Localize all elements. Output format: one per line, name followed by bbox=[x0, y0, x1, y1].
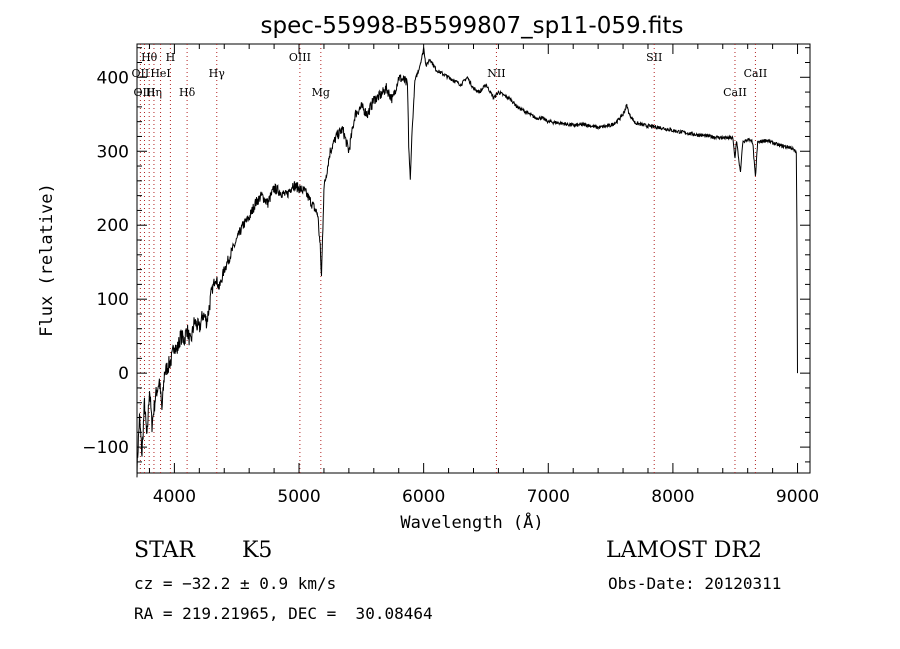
axis-ticks: 4000 5000 6000 7000 8000 9000 −100 0 100 200 300 40… bbox=[82, 44, 819, 507]
reference-line-label: OIII bbox=[133, 86, 155, 99]
x-tick-label: 9000 bbox=[776, 487, 819, 507]
x-tick-label: 5000 bbox=[277, 487, 320, 507]
reference-line-label: Mg bbox=[312, 86, 330, 99]
reference-line-label: Hδ bbox=[179, 86, 196, 99]
reference-line-label: CaII bbox=[744, 67, 768, 80]
redshift-cz: cz = −32.2 ± 0.9 km/s bbox=[134, 574, 337, 593]
y-axis-label: Flux (relative) bbox=[37, 183, 57, 337]
x-axis-label: Wavelength (Å) bbox=[400, 511, 543, 533]
y-tick-label: 100 bbox=[97, 290, 129, 310]
observation-date: Obs-Date: 20120311 bbox=[608, 574, 782, 593]
reference-line-label: OIII bbox=[289, 51, 311, 64]
reference-line-label: HeI bbox=[150, 67, 170, 80]
y-tick-label: 0 bbox=[118, 364, 129, 384]
plot-frame bbox=[136, 43, 811, 474]
x-tick-label: 7000 bbox=[527, 487, 570, 507]
x-tick-label: 4000 bbox=[153, 487, 196, 507]
reference-line-label: SII bbox=[646, 51, 662, 64]
reference-line-label: CaII bbox=[723, 86, 747, 99]
reference-line-label: OII bbox=[132, 67, 150, 80]
survey-name: LAMOST DR2 bbox=[606, 538, 762, 563]
x-tick-label: 8000 bbox=[651, 487, 694, 507]
reference-line-label: Hη bbox=[146, 86, 162, 99]
y-tick-label: 400 bbox=[97, 68, 129, 88]
reference-line-label: Hγ bbox=[209, 67, 226, 80]
x-tick-label: 6000 bbox=[402, 487, 445, 507]
y-tick-label: 300 bbox=[97, 142, 129, 162]
spectral-subclass: K5 bbox=[242, 538, 273, 563]
y-tick-label: −100 bbox=[82, 438, 129, 458]
reference-line-label: NII bbox=[487, 67, 505, 80]
y-tick-label: 200 bbox=[97, 216, 129, 236]
object-class: STAR bbox=[134, 538, 195, 563]
chart-title: spec-55998-B5599807_sp11-059.fits bbox=[261, 13, 684, 39]
reference-line-label: Hθ bbox=[141, 51, 158, 64]
coordinates: RA = 219.21965, DEC = 30.08464 bbox=[134, 604, 433, 623]
reference-line-label: H bbox=[166, 51, 176, 64]
spectrum-series-line bbox=[136, 47, 798, 478]
